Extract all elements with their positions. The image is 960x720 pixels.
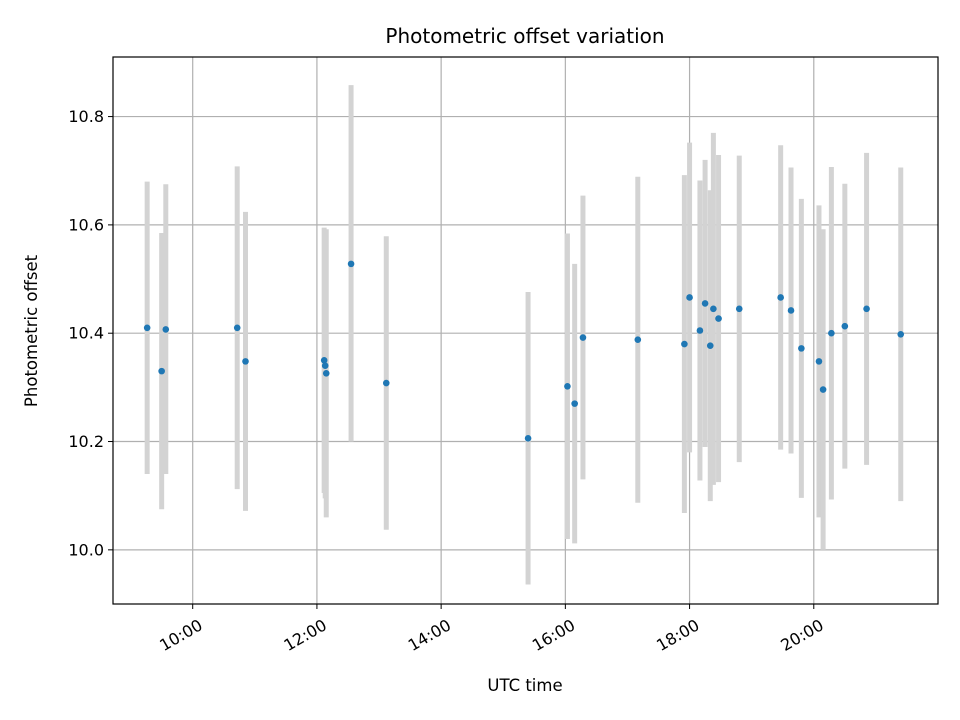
data-point: [242, 358, 249, 365]
data-point: [143, 324, 151, 332]
y-axis-label: Photometric offset: [22, 254, 41, 407]
y-tick-label: 10.2: [68, 432, 104, 451]
data-point: [321, 362, 329, 370]
data-point: [158, 367, 165, 375]
data-point: [686, 294, 693, 301]
data-point: [524, 434, 532, 442]
data-point: [897, 330, 905, 338]
y-tick-label: 10.6: [68, 215, 104, 234]
x-axis-label: UTC time: [487, 676, 562, 695]
data-point: [347, 260, 355, 268]
data-point: [863, 305, 870, 313]
data-points: [143, 260, 905, 442]
data-point: [634, 336, 642, 344]
plot-area-frame: [112, 56, 939, 605]
data-point: [382, 379, 390, 387]
data-point: [815, 358, 823, 365]
data-point: [681, 340, 688, 348]
data-point: [841, 322, 849, 330]
y-axis: 10.0 10.2 10.4 10.6 10.8: [68, 107, 113, 559]
y-tick-label: 10.0: [68, 540, 104, 559]
data-point: [735, 305, 743, 313]
y-tick-label: 10.4: [68, 324, 104, 343]
chart-title: Photometric offset variation: [385, 24, 664, 48]
data-point: [320, 356, 328, 364]
data-point: [715, 315, 722, 322]
data-point: [322, 369, 330, 377]
y-tick-label: 10.8: [68, 107, 104, 126]
data-point: [777, 294, 784, 301]
data-point: [162, 326, 170, 333]
data-point: [828, 329, 835, 337]
data-point: [579, 334, 587, 341]
data-point: [233, 324, 241, 332]
data-point: [819, 386, 827, 393]
data-point: [706, 342, 714, 349]
data-point: [564, 382, 571, 390]
data-point: [696, 327, 704, 334]
data-point: [798, 345, 805, 352]
data-point: [787, 307, 795, 314]
data-point: [710, 305, 717, 313]
data-point: [701, 300, 709, 307]
data-point: [571, 400, 578, 407]
